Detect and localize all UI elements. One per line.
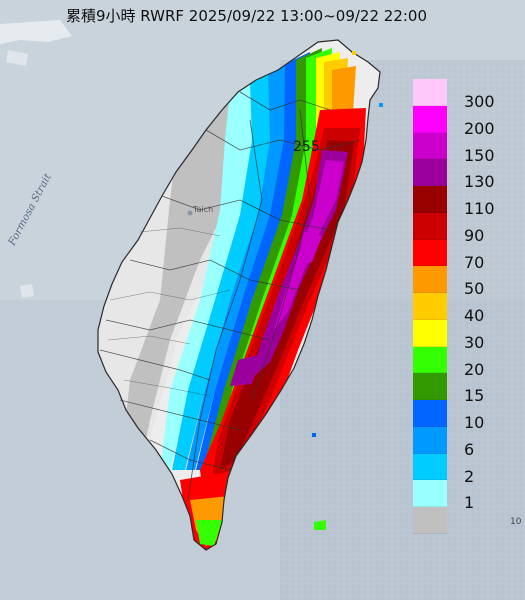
legend-swatch <box>413 373 447 400</box>
color-legend <box>413 79 447 534</box>
legend-swatch <box>413 239 447 267</box>
legend-swatch <box>413 480 447 507</box>
legend-label: 90 <box>464 225 485 245</box>
legend-swatch <box>413 400 447 427</box>
legend-label: 15 <box>464 386 485 406</box>
legend-label: 300 <box>464 92 495 111</box>
legend-swatch <box>413 79 447 106</box>
legend-swatch <box>413 319 447 347</box>
city-marker <box>187 210 193 216</box>
city-label: Taich <box>193 205 214 214</box>
rivers <box>107 227 231 397</box>
legend-swatch <box>413 426 447 454</box>
legend-swatch <box>413 453 447 481</box>
legend-swatch <box>413 266 447 293</box>
legend-label: 20 <box>464 359 485 379</box>
legend-label: 40 <box>464 306 485 325</box>
legend-label: 2 <box>464 466 475 486</box>
legend-label: 1 <box>464 493 475 513</box>
rain-point <box>379 103 383 107</box>
county-boundaries <box>99 91 361 501</box>
penghu-island <box>20 284 34 298</box>
rain-point <box>352 51 356 55</box>
legend-swatch <box>413 132 447 160</box>
map-title: 累積9小時 RWRF 2025/09/22 13:00~09/22 22:00 <box>66 7 428 25</box>
island-fragment <box>6 50 28 66</box>
legend-swatch <box>413 159 447 186</box>
rain-point <box>312 433 316 437</box>
legend-swatch <box>413 186 447 213</box>
max-rainfall-label: 255 <box>293 139 320 155</box>
legend-label: 50 <box>464 279 485 299</box>
island-outline <box>97 39 381 551</box>
edge-tick-label: 10 <box>510 517 522 527</box>
legend-swatch <box>413 507 447 534</box>
legend-label: 6 <box>464 439 475 459</box>
legend-label: 200 <box>464 118 495 138</box>
legend-label: 110 <box>464 199 495 218</box>
legend-swatch <box>413 293 447 320</box>
legend-label: 30 <box>464 332 485 352</box>
legend-label: 70 <box>464 252 485 272</box>
legend-label: 130 <box>464 172 495 192</box>
legend-label: 150 <box>464 145 495 165</box>
legend-swatch <box>413 105 447 133</box>
legend-swatch <box>413 346 447 374</box>
legend-swatch <box>413 212 447 240</box>
legend-label: 10 <box>464 413 485 432</box>
green-island-rain <box>314 520 326 530</box>
island-coast-fragment <box>0 20 72 44</box>
